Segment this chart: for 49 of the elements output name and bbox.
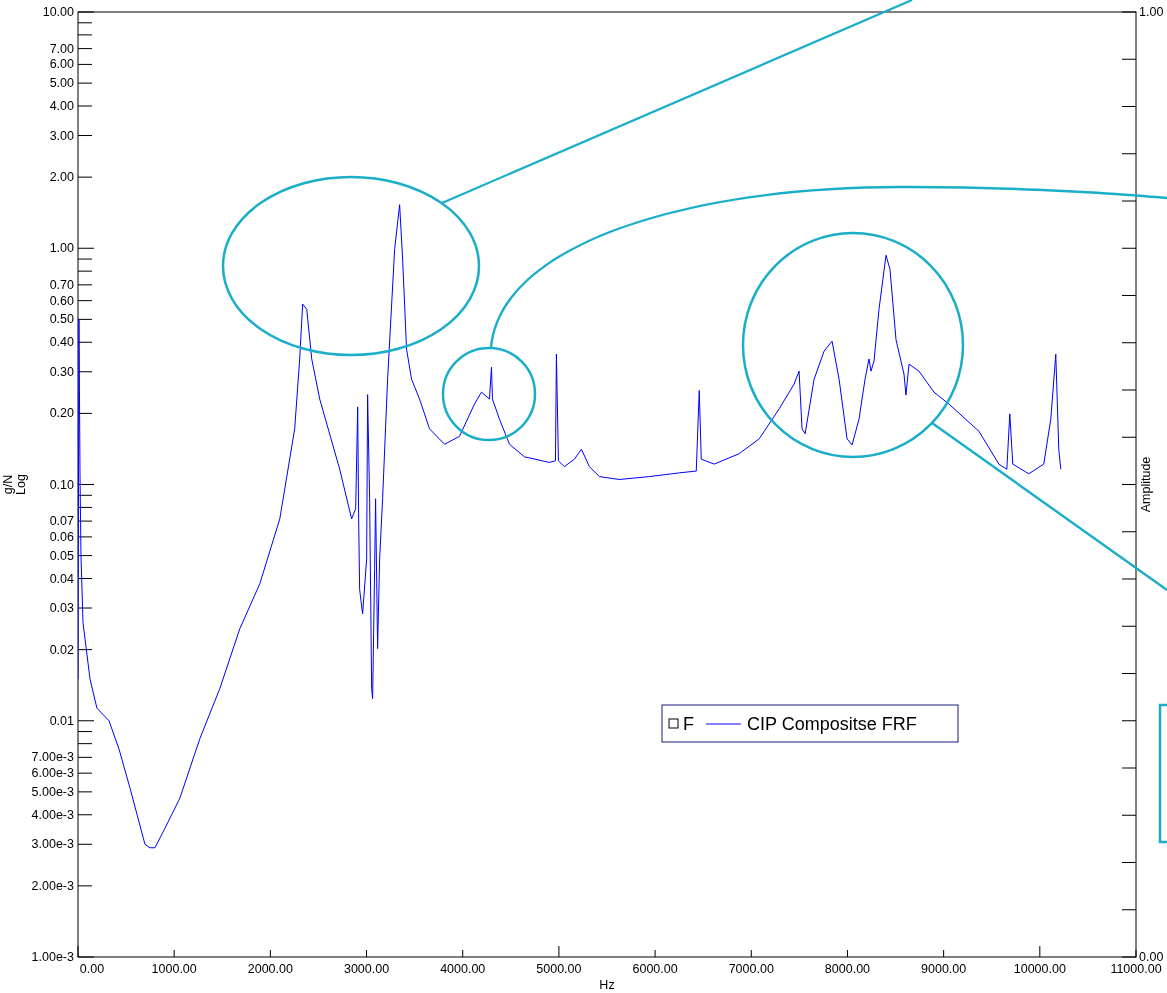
y-tick-label: 1.00: [49, 241, 75, 256]
y-tick-label: 3.00: [49, 128, 75, 143]
y-tick-label: 0.06: [49, 529, 75, 544]
y-tick-label: 0.02: [49, 642, 75, 657]
y-tick-label: 7.00e-3: [31, 750, 75, 765]
line-series: [78, 204, 1062, 849]
x-tick-label: 4000.00: [440, 962, 486, 976]
legend-title: F: [683, 714, 695, 734]
x-tick-label: 11000.00: [1110, 962, 1162, 976]
y-tick-label: 3.00e-3: [31, 837, 75, 852]
y-tick-label: 0.05: [49, 548, 75, 563]
y-tick-label: 6.00e-3: [31, 766, 75, 781]
x-tick-label: 6000.00: [632, 962, 678, 976]
x-tick-label: 5000.00: [536, 962, 582, 976]
y-axis-title: g/N Log: [1, 474, 28, 495]
y-tick-label: 0.07: [49, 514, 75, 529]
x-tick-label: 3000.00: [343, 962, 390, 976]
x-tick-label: 0.00: [79, 962, 105, 976]
y-tick-label: 4.00: [49, 99, 75, 114]
y-tick-label: 0.50: [49, 312, 75, 327]
y-tick-label: 10.00: [42, 5, 75, 19]
y2-tick-label: 1.00: [1139, 5, 1164, 19]
x-tick-label: 1000.00: [151, 962, 197, 976]
y-tick-label: 0.01: [49, 713, 75, 728]
y-tick-label: 0.04: [49, 571, 75, 586]
y-tick-label: 1.00e-3: [31, 950, 75, 964]
y-tick-label: 2.00: [49, 170, 75, 185]
y-tick-label: 7.00: [49, 41, 75, 56]
x-tick-label: 7000.00: [728, 962, 774, 976]
y-tick-label: 0.30: [49, 364, 75, 379]
y-tick-label: 0.03: [49, 601, 75, 616]
x-tick-label: 2000.00: [247, 962, 293, 976]
y-tick-label: 4.00e-3: [31, 807, 75, 822]
legend-label: CIP Compositse FRF: [747, 714, 917, 734]
x-tick-label: 8000.00: [824, 962, 871, 976]
y-tick-label: 2.00e-3: [31, 878, 75, 893]
y-tick-label: 0.40: [49, 335, 75, 350]
y-tick-label: 6.00: [49, 57, 75, 72]
y-tick-label: 0.70: [49, 277, 75, 292]
y-tick-label: 0.10: [49, 477, 75, 492]
y-tick-label: 5.00: [49, 76, 75, 91]
x-tick-label: 9000.00: [921, 962, 967, 976]
y2-axis-title: Amplitude: [1139, 456, 1153, 513]
y-tick-label: 0.20: [49, 406, 75, 421]
y2-tick-label: 0.00: [1139, 950, 1164, 964]
x-tick-label: 10000.00: [1013, 962, 1066, 976]
y-tick-label: 5.00e-3: [31, 784, 75, 799]
y-tick-label: 0.60: [49, 293, 75, 308]
x-axis-title: Hz: [599, 978, 615, 992]
